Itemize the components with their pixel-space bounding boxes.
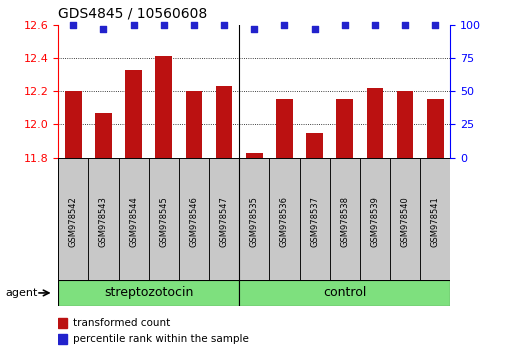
Text: GSM978535: GSM978535 [249,196,258,247]
Text: GSM978545: GSM978545 [159,196,168,247]
Bar [95,113,112,158]
Bar [155,56,172,158]
Text: GSM978540: GSM978540 [400,196,409,247]
Bar [125,70,141,158]
Bar [389,158,419,285]
Bar [65,91,81,158]
Point [310,26,318,32]
Bar [178,158,209,285]
Bar [118,158,148,285]
Text: agent: agent [5,288,37,298]
Bar [396,91,413,158]
Text: percentile rank within the sample: percentile rank within the sample [73,334,248,344]
Bar [215,86,232,158]
Text: control: control [322,286,366,299]
Point [400,22,409,28]
Bar [239,158,269,285]
Text: GSM978537: GSM978537 [310,196,319,247]
Point [220,22,228,28]
Bar [329,158,359,285]
Text: GSM978546: GSM978546 [189,196,198,247]
Text: GSM978544: GSM978544 [129,196,138,247]
Bar [239,280,449,306]
Bar [88,158,118,285]
Point [189,22,197,28]
Point [280,22,288,28]
Text: GSM978547: GSM978547 [219,196,228,247]
Bar [148,158,178,285]
Bar [426,99,443,158]
Point [160,22,168,28]
Text: GSM978541: GSM978541 [430,196,439,247]
Bar [359,158,389,285]
Bar [58,158,88,285]
Text: GSM978536: GSM978536 [279,196,288,247]
Point [69,22,77,28]
Bar [58,334,67,344]
Bar [185,91,202,158]
Bar [276,99,292,158]
Bar [58,280,239,306]
Bar [306,133,322,158]
Point [99,26,107,32]
Bar [336,99,352,158]
Point [250,26,258,32]
Text: streptozotocin: streptozotocin [104,286,193,299]
Text: transformed count: transformed count [73,318,170,328]
Bar [269,158,299,285]
Bar [58,318,67,328]
Bar [419,158,449,285]
Bar [245,153,262,158]
Bar [209,158,239,285]
Point [340,22,348,28]
Point [370,22,378,28]
Bar [366,88,382,158]
Text: GSM978538: GSM978538 [339,196,348,247]
Text: GSM978542: GSM978542 [69,196,78,247]
Point [430,22,438,28]
Bar [299,158,329,285]
Text: GSM978543: GSM978543 [99,196,108,247]
Text: GDS4845 / 10560608: GDS4845 / 10560608 [58,7,207,21]
Point [129,22,137,28]
Text: GSM978539: GSM978539 [370,196,379,247]
